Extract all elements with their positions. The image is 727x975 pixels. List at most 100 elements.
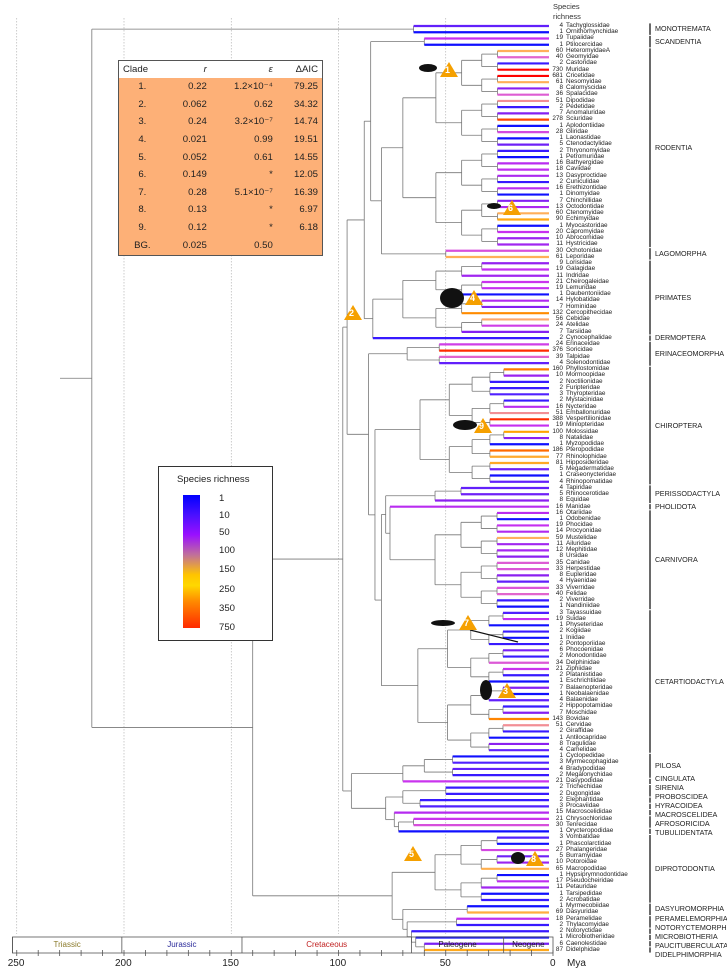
table-cell: 1.2×10⁻⁴ xyxy=(234,81,273,93)
clade-marker-triangle: 8 xyxy=(526,851,544,866)
family-label: Didelphidae xyxy=(566,945,600,953)
clade-marker-number: 2 xyxy=(349,308,355,318)
family-label: Cuniculidae xyxy=(566,177,600,185)
order-label: PERAMELEMORPHIA xyxy=(655,913,727,923)
richness-value: 18 xyxy=(555,165,563,173)
table-cell: 6. xyxy=(138,169,147,181)
family-label: Ctenodactylidae xyxy=(566,140,612,148)
family-label: Anomaluridae xyxy=(566,109,606,117)
diversification-rates-table: Clade r ε ΔAIC 1. 0.22 1.2×10⁻⁴ 79.25 2. 0.062 0.… xyxy=(118,60,323,256)
family-label: Acrobatidae xyxy=(566,895,601,903)
richness-value: 278 xyxy=(552,115,563,123)
family-label: Potoroidae xyxy=(566,858,597,866)
table-row: BG. 0.025 0.50 xyxy=(119,236,322,254)
richness-value: 2 xyxy=(559,770,563,778)
richness-value: 1 xyxy=(559,889,563,897)
richness-value: 19 xyxy=(555,265,563,273)
table-cell: 19.51 xyxy=(293,134,318,146)
richness-value: 2 xyxy=(559,383,563,391)
richness-value: 6 xyxy=(559,646,563,654)
family-label: Craseonycteridae xyxy=(566,471,617,479)
family-label: Lorisidae xyxy=(566,259,592,267)
richness-value: 12 xyxy=(555,546,563,554)
table-row: 9. 0.12 * 6.18 xyxy=(119,219,322,237)
family-label: Indridae xyxy=(566,271,590,279)
richness-value: 1 xyxy=(559,514,563,522)
family-label: Pseudocheiridae xyxy=(566,877,614,885)
family-label: Cheirogaleidae xyxy=(566,277,609,285)
order-label: CARNIVORA xyxy=(655,554,698,564)
richness-value: 14 xyxy=(555,296,563,304)
family-label: Molossidae xyxy=(566,427,599,435)
time-axis-tick-label: 250 xyxy=(7,958,25,969)
family-label: Phocidae xyxy=(566,521,593,529)
richness-value: 81 xyxy=(555,458,563,466)
family-label: Hypsiprymnodontidae xyxy=(566,870,628,878)
table-cell: * xyxy=(269,204,273,216)
richness-value: 19 xyxy=(555,421,563,429)
richness-value: 2 xyxy=(559,789,563,797)
table-cell: * xyxy=(269,222,273,234)
richness-value: 2 xyxy=(559,59,563,67)
richness-value: 16 xyxy=(555,502,563,510)
family-label: Equidae xyxy=(566,496,590,504)
richness-value: 3 xyxy=(559,390,563,398)
richness-value: 1 xyxy=(559,121,563,129)
richness-value: 15 xyxy=(555,808,563,816)
header-line-2: richness xyxy=(553,12,581,21)
family-label: Chinchillidae xyxy=(566,196,603,204)
richness-value: 51 xyxy=(555,408,563,416)
family-label: Vespertilionidae xyxy=(566,415,612,423)
richness-value: 9 xyxy=(559,259,563,267)
family-label: Dipodidae xyxy=(566,96,595,104)
richness-value: 8 xyxy=(559,433,563,441)
clade-marker-number: 8 xyxy=(531,854,537,864)
species-richness-legend: Species richness 1 10 50 100 150 250 350 750 xyxy=(158,466,273,641)
family-label: Phascolarctidae xyxy=(566,839,612,847)
table-cell: 6.18 xyxy=(299,222,318,234)
richness-value: 1 xyxy=(559,290,563,298)
family-label: Mephitidae xyxy=(566,546,598,554)
family-label: Atelidae xyxy=(566,321,590,329)
richness-value: 35 xyxy=(555,558,563,566)
family-label: Herpestidae xyxy=(566,564,601,572)
family-label: Thryonomyidae xyxy=(566,146,611,154)
family-label: Vombatidae xyxy=(566,833,600,841)
family-label: Felidae xyxy=(566,589,587,597)
order-label: TUBULIDENTATA xyxy=(655,828,713,838)
richness-value: 40 xyxy=(555,53,563,60)
family-label: Myzopodidae xyxy=(566,440,605,448)
family-label: Ptilocercidae xyxy=(566,40,603,48)
richness-value: 160 xyxy=(552,365,563,373)
table-cell: 0.99 xyxy=(254,134,273,146)
family-label: Tragulidae xyxy=(566,739,596,747)
family-label: Cynocephalidae xyxy=(566,333,612,341)
period-label: Paleogene xyxy=(438,940,477,949)
richness-value: 1 xyxy=(559,689,563,697)
richness-value: 56 xyxy=(555,315,563,323)
richness-value: 19 xyxy=(555,34,563,42)
richness-value: 33 xyxy=(555,564,563,572)
family-label: Pontoporiidae xyxy=(566,639,606,647)
legend-tick-label: 250 xyxy=(219,584,236,595)
family-label: Platanistidae xyxy=(566,671,603,679)
family-label: Miniopteridae xyxy=(566,421,605,429)
family-label: Cyclopedidae xyxy=(566,752,605,760)
richness-value: 3 xyxy=(559,608,563,616)
pointer-line xyxy=(469,629,519,643)
family-label: Macropodidae xyxy=(566,864,607,872)
family-label: Hystricidae xyxy=(566,240,598,248)
richness-value: 21 xyxy=(555,277,563,285)
family-label: Nycteridae xyxy=(566,402,597,410)
richness-value: 34 xyxy=(555,658,563,666)
kangaroo-silhouette-icon xyxy=(511,852,525,864)
family-label: Petromuridae xyxy=(566,152,605,160)
richness-value: 36 xyxy=(555,90,563,98)
table-row: 8. 0.13 * 6.97 xyxy=(119,201,322,219)
family-label: Hominidae xyxy=(566,302,597,310)
family-label: Capromyidae xyxy=(566,227,605,235)
legend-tick-label: 100 xyxy=(219,545,236,556)
richness-value: 2 xyxy=(559,596,563,604)
primate-silhouette-icon xyxy=(440,288,464,308)
family-label: Daubentoniidae xyxy=(566,290,611,298)
